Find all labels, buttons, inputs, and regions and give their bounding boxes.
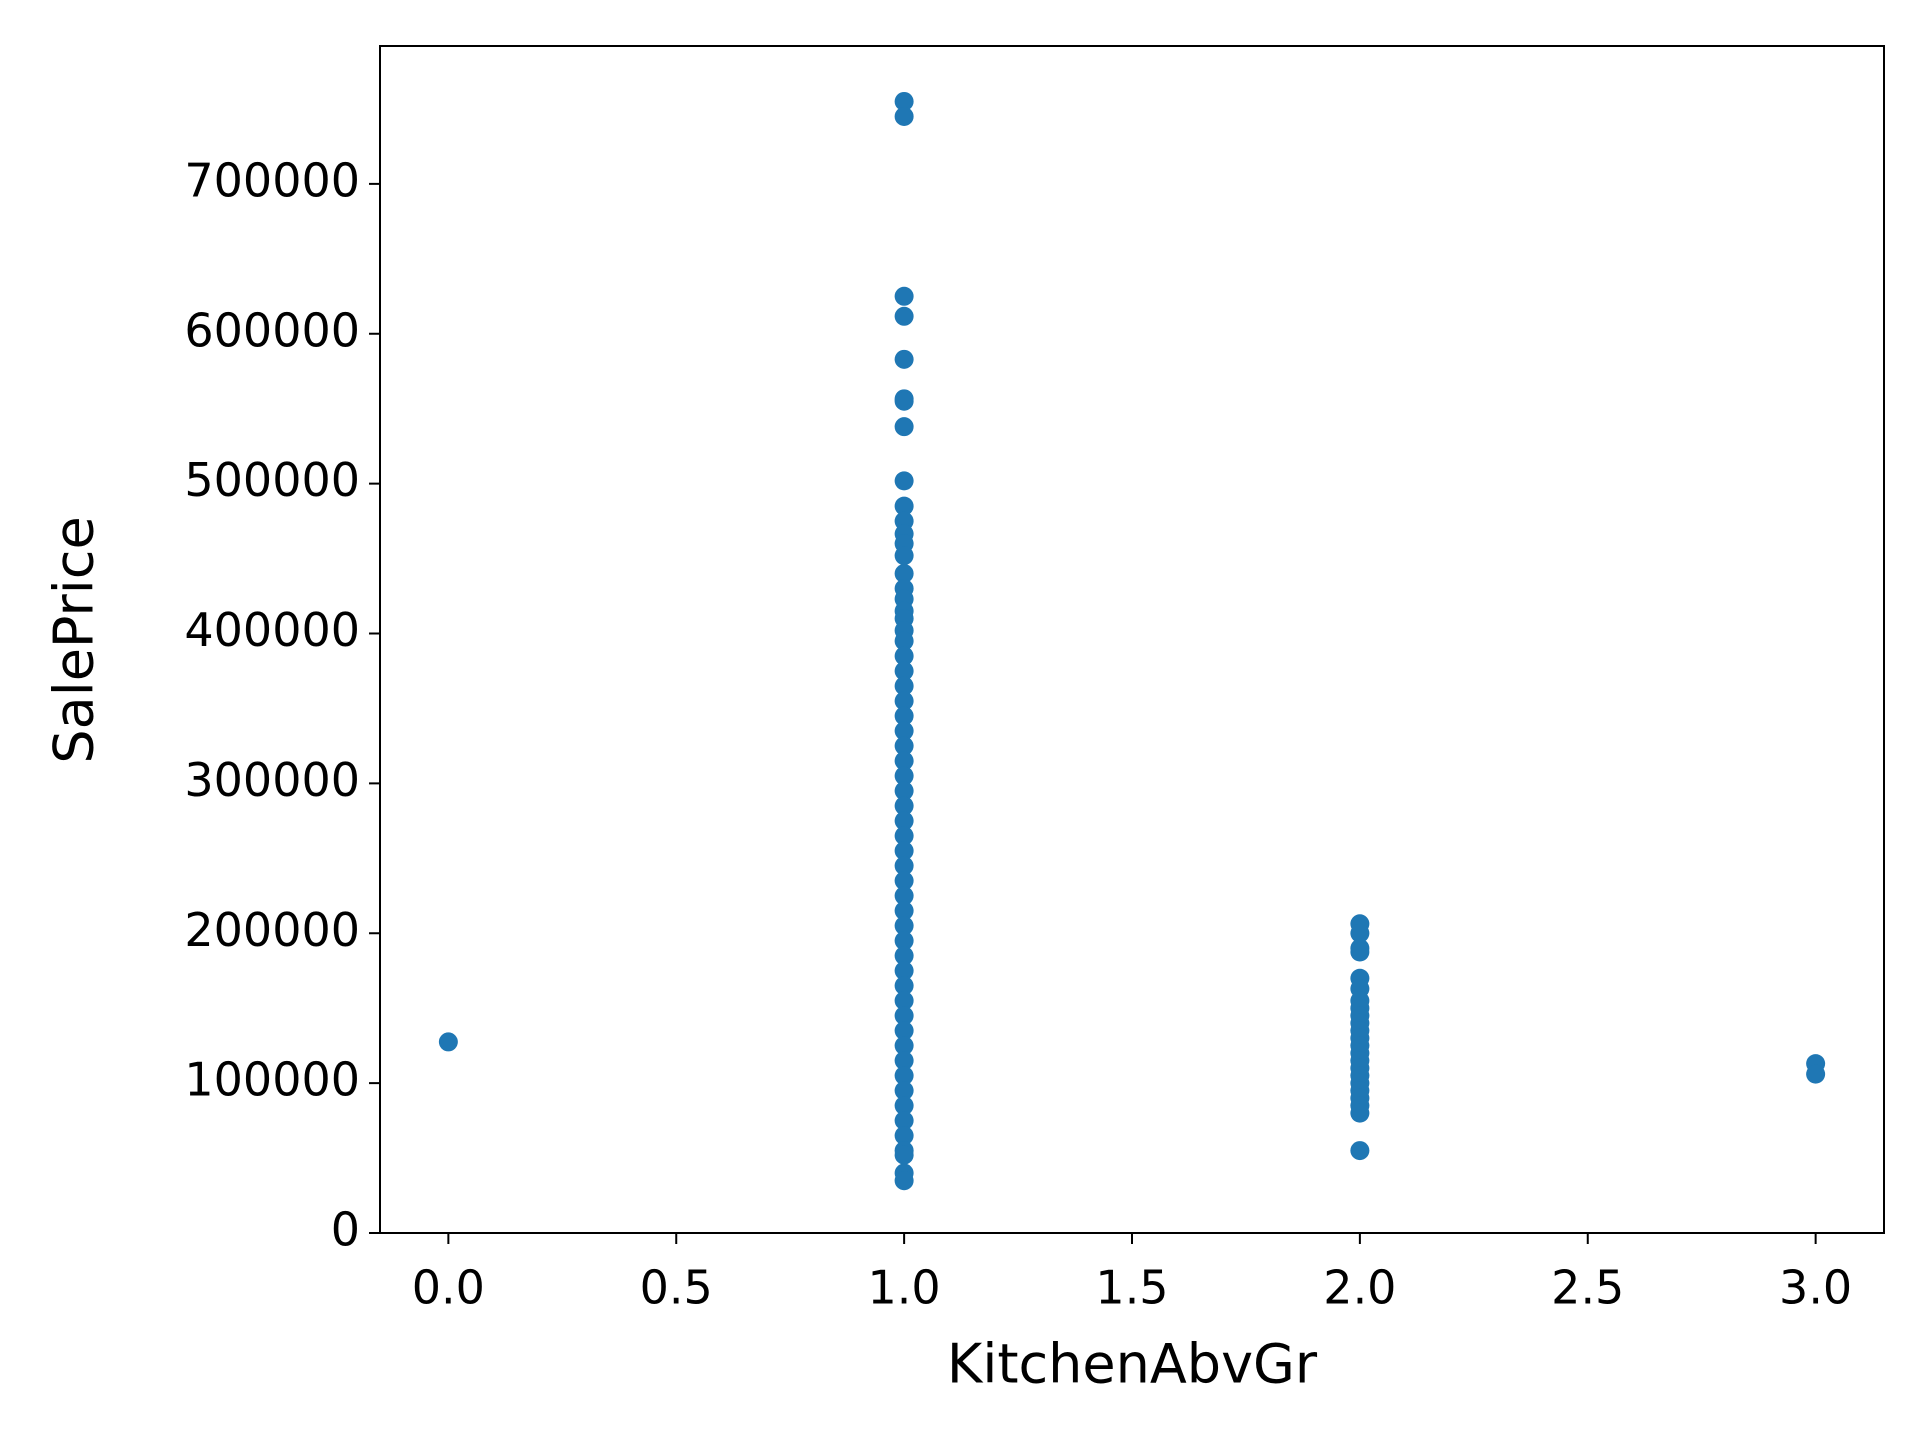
point — [894, 796, 914, 816]
point — [894, 349, 914, 369]
point — [894, 564, 914, 584]
point — [438, 1032, 458, 1052]
point — [894, 856, 914, 876]
point — [894, 1051, 914, 1071]
point — [894, 1081, 914, 1101]
point — [894, 1066, 914, 1086]
point — [894, 901, 914, 921]
point — [894, 546, 914, 566]
plot-frame — [379, 45, 1885, 1234]
y-tick-label: 700000 — [184, 153, 360, 207]
point — [894, 811, 914, 831]
y-tick-label: 400000 — [184, 603, 360, 657]
point — [894, 916, 914, 936]
x-tick-label: 1.0 — [868, 1261, 941, 1315]
y-tick-label: 200000 — [184, 903, 360, 957]
point — [894, 391, 914, 411]
point — [894, 1126, 914, 1146]
point — [894, 661, 914, 681]
point — [894, 496, 914, 516]
point — [894, 751, 914, 771]
y-tick-label: 0 — [331, 1203, 360, 1257]
point — [894, 886, 914, 906]
point — [894, 91, 914, 111]
x-axis-label: KitchenAbvGr — [947, 1333, 1318, 1396]
point — [894, 721, 914, 741]
point — [894, 646, 914, 666]
point — [1806, 1064, 1826, 1084]
x-tick-label: 2.0 — [1323, 1261, 1396, 1315]
point — [894, 1111, 914, 1131]
point — [894, 946, 914, 966]
x-tick-label: 3.0 — [1779, 1261, 1852, 1315]
point — [1350, 1103, 1370, 1123]
point — [894, 871, 914, 891]
point — [894, 471, 914, 491]
point — [894, 841, 914, 861]
x-tick-label: 0.5 — [640, 1261, 713, 1315]
point — [894, 676, 914, 696]
x-tick-label: 2.5 — [1551, 1261, 1624, 1315]
point — [894, 106, 914, 126]
point — [894, 286, 914, 306]
point — [894, 417, 914, 437]
point — [894, 1096, 914, 1116]
point — [894, 931, 914, 951]
point — [894, 766, 914, 786]
point — [894, 306, 914, 326]
point — [1350, 923, 1370, 943]
y-tick-label: 300000 — [184, 753, 360, 807]
point — [894, 1006, 914, 1026]
y-axis-label: SalePrice — [43, 516, 106, 763]
point — [894, 826, 914, 846]
point — [1350, 942, 1370, 962]
point — [894, 1171, 914, 1191]
y-tick-label: 100000 — [184, 1053, 360, 1107]
y-tick-label: 500000 — [184, 453, 360, 507]
point — [894, 781, 914, 801]
point — [894, 1021, 914, 1041]
y-tick-label: 600000 — [184, 303, 360, 357]
x-tick-label: 1.5 — [1095, 1261, 1168, 1315]
x-tick-label: 0.0 — [412, 1261, 485, 1315]
point — [894, 706, 914, 726]
point — [894, 1145, 914, 1165]
point — [894, 736, 914, 756]
point — [894, 691, 914, 711]
point — [1350, 1141, 1370, 1161]
point — [894, 961, 914, 981]
point — [894, 991, 914, 1011]
point — [894, 631, 914, 651]
point — [894, 1036, 914, 1056]
point — [894, 976, 914, 996]
